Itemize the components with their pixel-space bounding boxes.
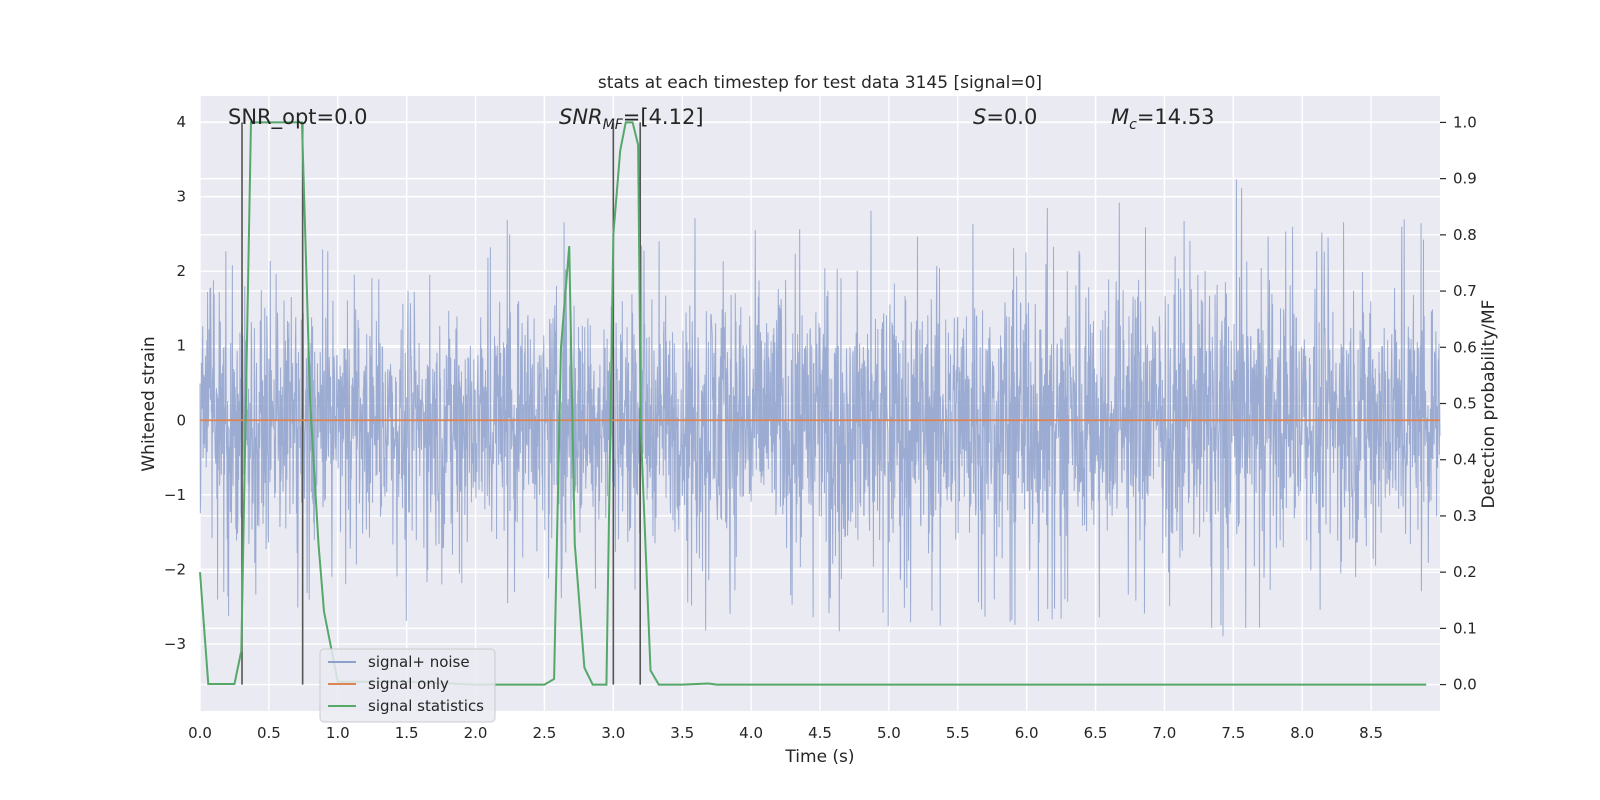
x-tick-label: 6.0 bbox=[1015, 724, 1039, 742]
chart-title: stats at each timestep for test data 314… bbox=[598, 73, 1042, 93]
x-tick-label: 2.5 bbox=[533, 724, 557, 742]
x-tick-label: 5.0 bbox=[877, 724, 901, 742]
s-main: S bbox=[973, 105, 986, 129]
snr-mf-sub: MF bbox=[603, 117, 624, 133]
x-tick-label: 4.5 bbox=[808, 724, 832, 742]
legend-label-signal-only: signal only bbox=[368, 675, 449, 693]
x-tick-label: 5.5 bbox=[946, 724, 970, 742]
x-tick-label: 8.5 bbox=[1359, 724, 1383, 742]
y2-tick-label: 0.2 bbox=[1453, 563, 1477, 581]
y2-tick-label: 0.1 bbox=[1453, 619, 1477, 637]
x-tick-label: 1.5 bbox=[395, 724, 419, 742]
legend-label-signal-statistics: signal statistics bbox=[368, 697, 484, 715]
x-tick-label: 4.0 bbox=[739, 724, 763, 742]
mc-value: =14.53 bbox=[1137, 105, 1215, 129]
y-tick-label: −2 bbox=[164, 560, 186, 578]
x-tick-label: 0.5 bbox=[257, 724, 281, 742]
snr-opt-annotation: SNR_opt=0.0 bbox=[228, 105, 368, 130]
legend: signal+ noise signal only signal statist… bbox=[319, 648, 496, 723]
y2-axis-ticks: 1.0 0.9 0.8 0.7 0.6 0.5 0.4 0.3 0.2 0.1 0.0 bbox=[1440, 113, 1477, 694]
snr-mf-value: =[4.12] bbox=[623, 105, 704, 129]
x-tick-label: 1.0 bbox=[326, 724, 350, 742]
x-tick-label: 8.0 bbox=[1290, 724, 1314, 742]
y2-tick-label: 0.9 bbox=[1453, 170, 1477, 188]
y2-tick-label: 1.0 bbox=[1453, 113, 1477, 131]
x-tick-label: 3.5 bbox=[670, 724, 694, 742]
y-tick-label: 3 bbox=[176, 188, 186, 206]
y-tick-label: −1 bbox=[164, 486, 186, 504]
x-axis-label: Time (s) bbox=[784, 747, 854, 767]
s-annotation: S=0.0 bbox=[973, 105, 1037, 129]
y-axis-label: Whitened strain bbox=[139, 336, 159, 471]
y2-tick-label: 0.7 bbox=[1453, 282, 1477, 300]
mc-annotation: Mc=14.53 bbox=[1111, 105, 1215, 133]
y2-axis-label: Detection probability/MF bbox=[1479, 300, 1499, 509]
y2-tick-label: 0.8 bbox=[1453, 226, 1477, 244]
legend-label-signal-noise: signal+ noise bbox=[368, 653, 470, 671]
mc-sub: c bbox=[1129, 117, 1137, 133]
y2-tick-label: 0.5 bbox=[1453, 395, 1477, 413]
legend-box bbox=[319, 648, 496, 723]
s-value: =0.0 bbox=[986, 105, 1037, 129]
x-tick-label: 6.5 bbox=[1084, 724, 1108, 742]
signal-noise-series bbox=[199, 179, 1441, 637]
x-axis-ticks: 0.0 0.5 1.0 1.5 2.0 2.5 3.0 3.5 4.0 4.5 5.0 5.5 6.0 6… bbox=[188, 724, 1383, 742]
snr-mf-annotation: SNRMF=[4.12] bbox=[559, 105, 704, 133]
x-tick-label: 0.0 bbox=[188, 724, 212, 742]
y-tick-label: 4 bbox=[176, 113, 186, 131]
x-tick-label: 3.0 bbox=[601, 724, 625, 742]
y2-tick-label: 0.4 bbox=[1453, 451, 1477, 469]
y-tick-label: 0 bbox=[176, 411, 186, 429]
y2-tick-label: 0.0 bbox=[1453, 676, 1477, 694]
signal-statistics-series bbox=[199, 121, 1427, 686]
y-tick-label: 1 bbox=[176, 337, 186, 355]
snr-mf-main: SNR bbox=[559, 105, 603, 129]
signal-noise-line bbox=[199, 179, 1441, 637]
x-tick-label: 2.0 bbox=[464, 724, 488, 742]
mc-main: M bbox=[1111, 105, 1129, 129]
y-axis-ticks: 4 3 2 1 0 −1 −2 −3 bbox=[164, 113, 186, 653]
signal-statistics-line bbox=[199, 121, 1427, 686]
x-tick-label: 7.5 bbox=[1221, 724, 1245, 742]
y-tick-label: 2 bbox=[176, 262, 186, 280]
y2-tick-label: 0.3 bbox=[1453, 507, 1477, 525]
y2-tick-label: 0.6 bbox=[1453, 338, 1477, 356]
y-tick-label: −3 bbox=[164, 635, 186, 653]
x-tick-label: 7.0 bbox=[1153, 724, 1177, 742]
